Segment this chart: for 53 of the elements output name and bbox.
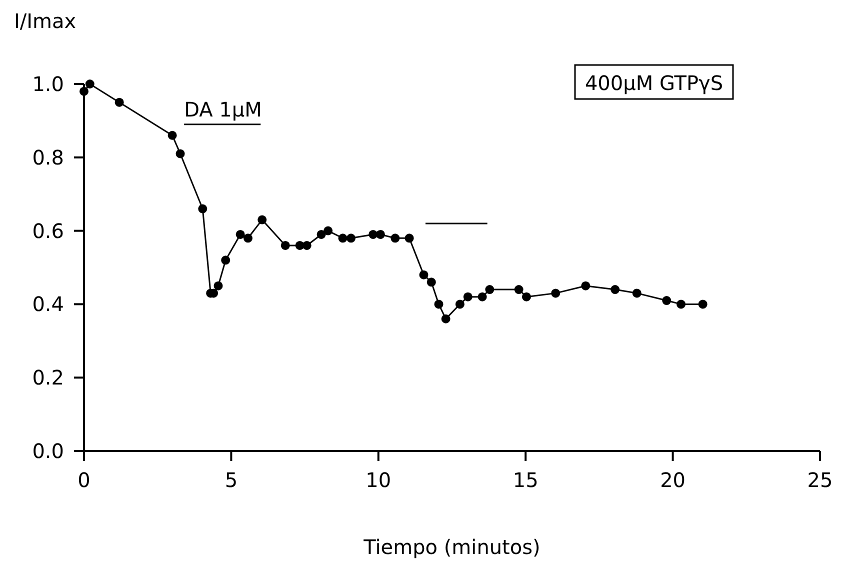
x-tick-label: 10 — [366, 468, 392, 492]
point — [478, 292, 487, 302]
point — [676, 300, 686, 309]
point — [390, 234, 400, 243]
point — [114, 98, 124, 107]
point — [610, 285, 620, 294]
point — [243, 234, 252, 243]
y-tick-label: 0.6 — [32, 218, 64, 243]
point — [280, 240, 290, 250]
point — [376, 230, 385, 239]
annotation: DA 1μM — [184, 97, 262, 122]
x-tick-label: 25 — [807, 468, 833, 492]
y-axis-title: I/Imax — [14, 9, 76, 33]
point — [346, 234, 356, 243]
point — [514, 285, 524, 294]
point — [698, 300, 708, 309]
y-tick-label: 0.2 — [32, 366, 64, 390]
point — [80, 86, 88, 96]
point — [85, 80, 94, 88]
point — [434, 300, 444, 309]
annotation: 400μM GTPγS — [584, 71, 724, 95]
point — [485, 285, 494, 294]
x-axis-title: Tiempo (minutos) — [362, 535, 540, 559]
x-tick-label: 5 — [224, 468, 238, 492]
point — [302, 240, 312, 250]
x-tick-label: 20 — [660, 468, 686, 492]
point — [404, 234, 414, 243]
point — [214, 281, 223, 290]
point — [419, 270, 428, 280]
x-tick-label: 0 — [78, 468, 90, 492]
point — [441, 314, 450, 324]
point — [236, 230, 245, 239]
point — [198, 204, 208, 214]
point — [551, 288, 560, 298]
y-tick-label: 0.8 — [32, 145, 64, 170]
point — [581, 281, 590, 290]
point — [338, 234, 348, 243]
point — [632, 288, 642, 298]
point — [258, 215, 267, 224]
y-tick-label: 0.0 — [32, 439, 64, 463]
x-tick-label: 15 — [512, 468, 538, 492]
y-tick-label: 0.4 — [32, 292, 64, 316]
point — [176, 149, 185, 158]
point — [522, 292, 531, 302]
point — [662, 296, 672, 306]
point — [324, 226, 333, 236]
point — [168, 130, 177, 140]
point — [316, 230, 326, 239]
y-tick-label: 1.0 — [32, 72, 64, 96]
point — [426, 278, 436, 287]
point — [463, 292, 472, 302]
point — [455, 300, 464, 309]
point — [221, 256, 230, 265]
